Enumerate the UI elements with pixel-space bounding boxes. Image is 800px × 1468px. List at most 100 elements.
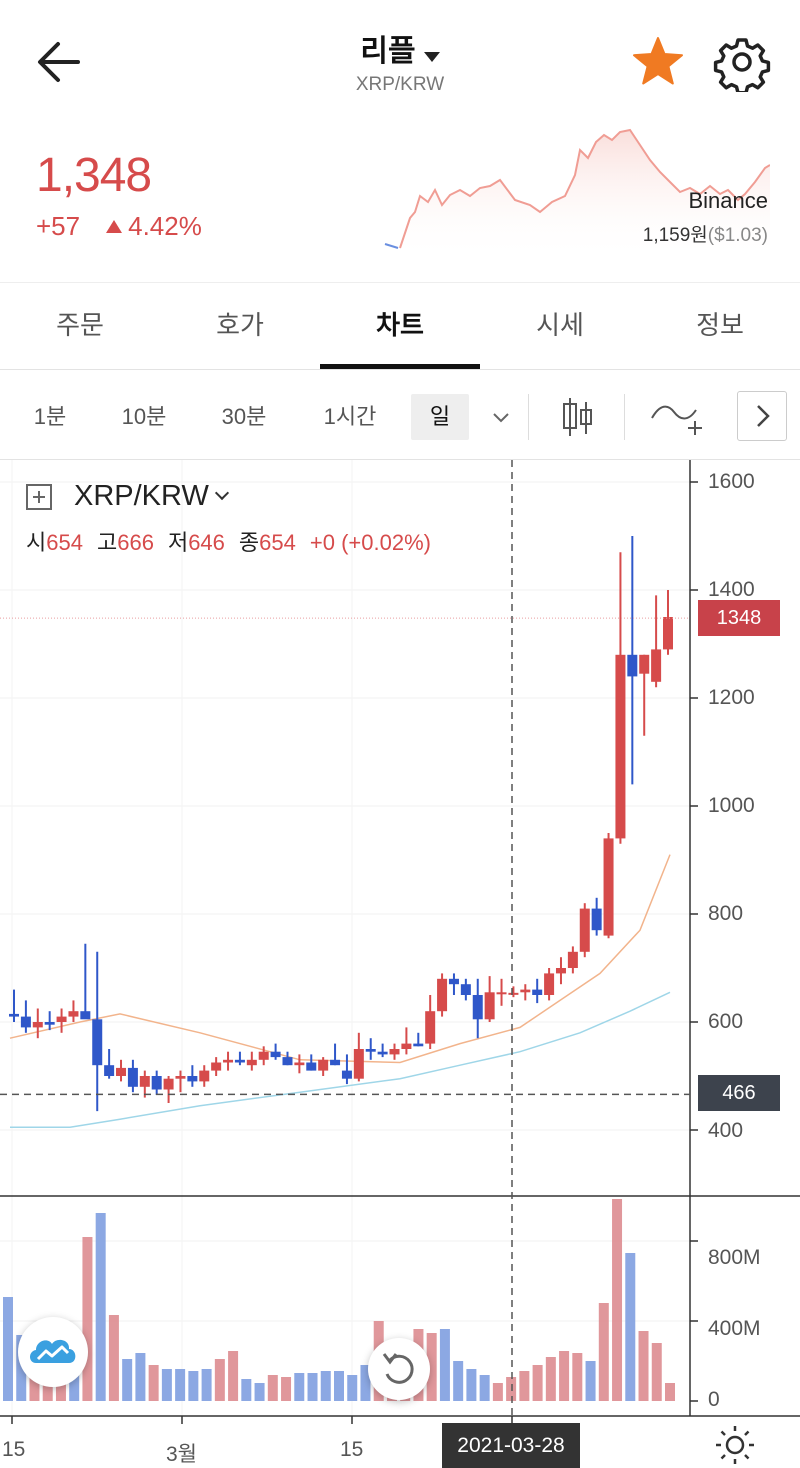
- candlestick-chart[interactable]: [0, 460, 800, 1468]
- volume-bar: [29, 1365, 40, 1401]
- price-tick: 1600: [708, 470, 755, 493]
- candle-body: [151, 1076, 162, 1090]
- price-chart-area[interactable]: XRP/KRW 시654 고666 저646 종654 +0 (+0.02%) 1600…: [0, 460, 800, 1468]
- timeframe-1min[interactable]: 1분: [33, 404, 67, 429]
- candle-body: [282, 1057, 293, 1066]
- volume-bar: [148, 1365, 159, 1401]
- moving-average-long: [10, 991, 671, 1129]
- chart-type-button[interactable]: [548, 394, 608, 440]
- exchange-name: Binance: [688, 188, 768, 213]
- candle-body: [258, 1051, 269, 1060]
- moving-average-short: [9, 854, 671, 1064]
- candle-body: [44, 1022, 55, 1025]
- price-summary: 1,348 +57 4.42%: [36, 148, 202, 242]
- cloud-sync-button[interactable]: [18, 1317, 88, 1387]
- volume-bar: [122, 1359, 133, 1401]
- timeframe-dropdown[interactable]: [484, 394, 518, 440]
- tab-info[interactable]: 정보: [696, 310, 744, 340]
- timeframe-day[interactable]: 일: [411, 394, 469, 440]
- volume-bar: [188, 1371, 199, 1401]
- volume-bar: [135, 1353, 146, 1401]
- volume-bar: [95, 1213, 106, 1401]
- volume-bar: [638, 1331, 649, 1401]
- chevron-down-icon: [214, 485, 229, 500]
- volume-bar: [559, 1351, 570, 1401]
- tab-orderbook[interactable]: 호가: [216, 310, 264, 340]
- candle-body: [413, 1043, 424, 1047]
- candle-body: [187, 1076, 198, 1082]
- volume-bar: [466, 1369, 477, 1401]
- volume-bar: [492, 1383, 503, 1401]
- candle-body: [211, 1062, 222, 1071]
- chart-toolbar: 1분 10분 30분 1시간 일: [0, 374, 800, 460]
- timeframe-1hour[interactable]: 1시간: [323, 404, 377, 429]
- indicator-button[interactable]: [646, 394, 704, 440]
- change-amount: +57: [36, 211, 81, 241]
- candle-body: [567, 951, 578, 968]
- reset-chart-button[interactable]: [368, 1338, 430, 1400]
- tab-market-price[interactable]: 시세: [536, 310, 584, 340]
- candle-body: [20, 1016, 31, 1028]
- settings-button[interactable]: [712, 32, 772, 95]
- ohlc-readout: 시654 고666 저646 종654 +0 (+0.02%): [26, 525, 445, 557]
- candle-body: [294, 1062, 305, 1066]
- volume-bar: [572, 1353, 583, 1401]
- cloud-chart-icon: [30, 1339, 76, 1363]
- volume-bar: [360, 1365, 371, 1401]
- volume-bar: [161, 1369, 172, 1401]
- theme-toggle-button[interactable]: [710, 1422, 760, 1468]
- page-title: 리플: [360, 35, 416, 68]
- volume-bar: [545, 1357, 556, 1401]
- tab-chart[interactable]: 차트: [320, 283, 480, 369]
- exchange-reference: Binance 1,159원($1.03): [643, 188, 768, 247]
- volume-bar: [532, 1365, 543, 1401]
- volume-bar: [612, 1199, 623, 1401]
- timeframe-10min[interactable]: 10분: [121, 404, 167, 429]
- candle-body: [92, 1019, 103, 1066]
- candle-body: [234, 1059, 245, 1063]
- volume-bar: [281, 1377, 292, 1401]
- up-triangle-icon: [106, 220, 123, 233]
- chart-legend: XRP/KRW 시654 고666 저646 종654 +0 (+0.02%): [26, 480, 445, 557]
- chevron-right-icon: [757, 405, 770, 427]
- price-tick: 1200: [708, 686, 755, 709]
- candle-body: [32, 1022, 43, 1028]
- candle-body: [175, 1076, 186, 1079]
- volume-bar: [307, 1373, 318, 1401]
- toolbar-next-button[interactable]: [737, 391, 787, 441]
- current-price: 1,348: [36, 149, 152, 202]
- candle-body: [68, 1011, 79, 1017]
- add-panel-icon[interactable]: [26, 483, 52, 510]
- back-button[interactable]: [30, 32, 90, 92]
- volume-bar: [479, 1375, 490, 1401]
- candle-body: [341, 1070, 352, 1079]
- star-icon: [633, 37, 683, 85]
- pair-subtitle: XRP/KRW: [355, 74, 445, 95]
- legend-symbol[interactable]: XRP/KRW: [74, 480, 209, 512]
- volume-bar: [585, 1361, 596, 1401]
- volume-bar: [519, 1371, 530, 1401]
- change-percent: 4.42%: [128, 211, 202, 241]
- candle-body: [615, 654, 626, 839]
- low-label: 저: [167, 530, 189, 555]
- coin-selector[interactable]: 리플 XRP/KRW: [250, 26, 550, 96]
- volume-bar: [3, 1297, 13, 1401]
- volume-bar: [320, 1371, 331, 1401]
- exchange-price: 1,159원($1.03): [643, 220, 768, 247]
- volume-bar: [175, 1369, 186, 1401]
- price-tick: 800: [708, 902, 744, 925]
- candle-body: [508, 992, 519, 995]
- volume-bar: [506, 1377, 517, 1401]
- favorite-button[interactable]: [628, 32, 688, 92]
- exchange-krw-price: 1,159원: [642, 225, 708, 246]
- candle-body: [80, 1011, 91, 1020]
- candle-body: [496, 992, 507, 995]
- low-value: 646: [188, 530, 225, 555]
- timeframe-30min[interactable]: 30분: [221, 404, 267, 429]
- close-value: 654: [259, 530, 296, 555]
- time-tick: 15: [2, 1438, 26, 1461]
- toolbar-divider: [528, 394, 529, 440]
- tab-order[interactable]: 주문: [56, 310, 104, 340]
- candle-body: [627, 654, 638, 677]
